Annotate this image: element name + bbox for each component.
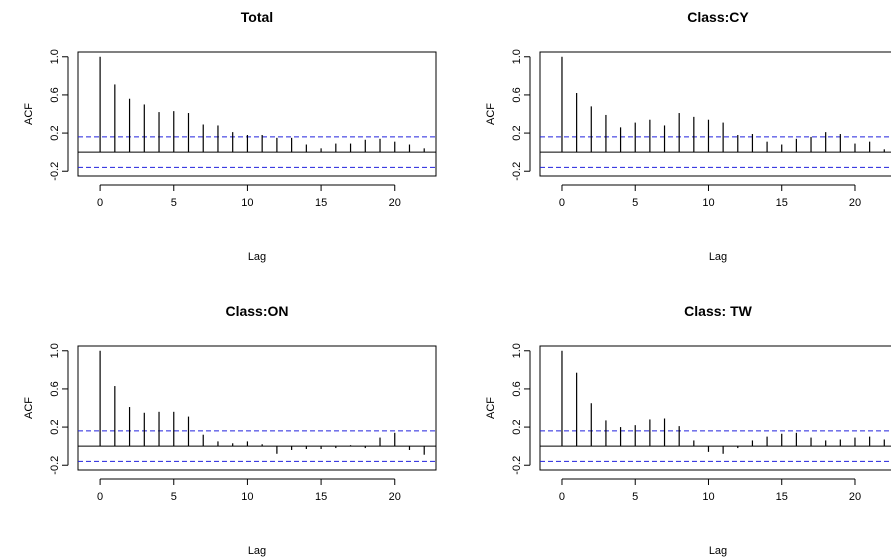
y-axis-label: ACF bbox=[23, 103, 35, 125]
y-axis-label: ACF bbox=[23, 397, 35, 419]
y-tick-label: 1.0 bbox=[511, 49, 523, 64]
acf-panel-1: Total 0 5 10 15 20 Lag -0.2 0.2 0.6 1.0 ACF bbox=[23, 9, 437, 263]
y-tick-label: 1.0 bbox=[511, 343, 523, 358]
y-axis-label: ACF bbox=[485, 103, 497, 125]
x-axis-label: Lag bbox=[248, 251, 266, 263]
y-axis-label: ACF bbox=[485, 397, 497, 419]
y-tick-label: 0.2 bbox=[511, 419, 523, 434]
y-tick-label: 0.6 bbox=[49, 87, 61, 102]
x-tick-label: 10 bbox=[702, 491, 714, 503]
x-tick-label: 20 bbox=[849, 491, 861, 503]
acf-panel-2: Class:CY 0 5 10 15 20 Lag -0.2 0.2 0.6 1.0 ACF bbox=[485, 9, 891, 263]
panel-title: Class:CY bbox=[687, 9, 749, 25]
acf-panel-3: Class:ON 0 5 10 15 20 Lag -0.2 0.2 0.6 1.0 ACF bbox=[23, 303, 437, 557]
plot-frame bbox=[539, 345, 891, 471]
x-axis-label: Lag bbox=[709, 545, 727, 557]
x-tick-label: 0 bbox=[559, 197, 565, 209]
plot-frame bbox=[77, 345, 437, 471]
x-tick-label: 15 bbox=[315, 491, 327, 503]
x-tick-label: 5 bbox=[171, 197, 177, 209]
x-tick-label: 15 bbox=[315, 197, 327, 209]
x-tick-label: 20 bbox=[389, 197, 401, 209]
y-tick-label: 0.2 bbox=[49, 125, 61, 140]
y-tick-label: 1.0 bbox=[49, 49, 61, 64]
plot-frame bbox=[77, 51, 437, 177]
y-tick-label: -0.2 bbox=[511, 456, 523, 475]
x-axis-label: Lag bbox=[709, 251, 727, 263]
panel-title: Class: TW bbox=[684, 303, 752, 319]
y-tick-label: 1.0 bbox=[49, 343, 61, 358]
x-tick-label: 5 bbox=[632, 491, 638, 503]
x-tick-label: 20 bbox=[389, 491, 401, 503]
y-tick-label: 0.6 bbox=[511, 87, 523, 102]
panel-title: Total bbox=[241, 9, 273, 25]
y-tick-label: 0.2 bbox=[49, 419, 61, 434]
x-tick-label: 10 bbox=[702, 197, 714, 209]
x-tick-label: 20 bbox=[849, 197, 861, 209]
y-tick-label: 0.2 bbox=[511, 125, 523, 140]
acf-panel-4: Class: TW 0 5 10 15 20 Lag -0.2 0.2 0.6 1.0 ACF bbox=[485, 303, 891, 557]
y-tick-label: -0.2 bbox=[49, 162, 61, 181]
y-tick-label: -0.2 bbox=[511, 162, 523, 181]
x-axis-label: Lag bbox=[248, 545, 266, 557]
plot-frame bbox=[539, 51, 891, 177]
x-tick-label: 0 bbox=[97, 197, 103, 209]
x-tick-label: 15 bbox=[776, 491, 788, 503]
y-tick-label: 0.6 bbox=[511, 381, 523, 396]
y-tick-label: -0.2 bbox=[49, 456, 61, 475]
x-tick-label: 0 bbox=[97, 491, 103, 503]
x-tick-label: 10 bbox=[241, 197, 253, 209]
x-tick-label: 5 bbox=[171, 491, 177, 503]
panel-title: Class:ON bbox=[225, 303, 288, 319]
x-tick-label: 5 bbox=[632, 197, 638, 209]
x-tick-label: 10 bbox=[241, 491, 253, 503]
x-tick-label: 15 bbox=[776, 197, 788, 209]
y-tick-label: 0.6 bbox=[49, 381, 61, 396]
x-tick-label: 0 bbox=[559, 491, 565, 503]
